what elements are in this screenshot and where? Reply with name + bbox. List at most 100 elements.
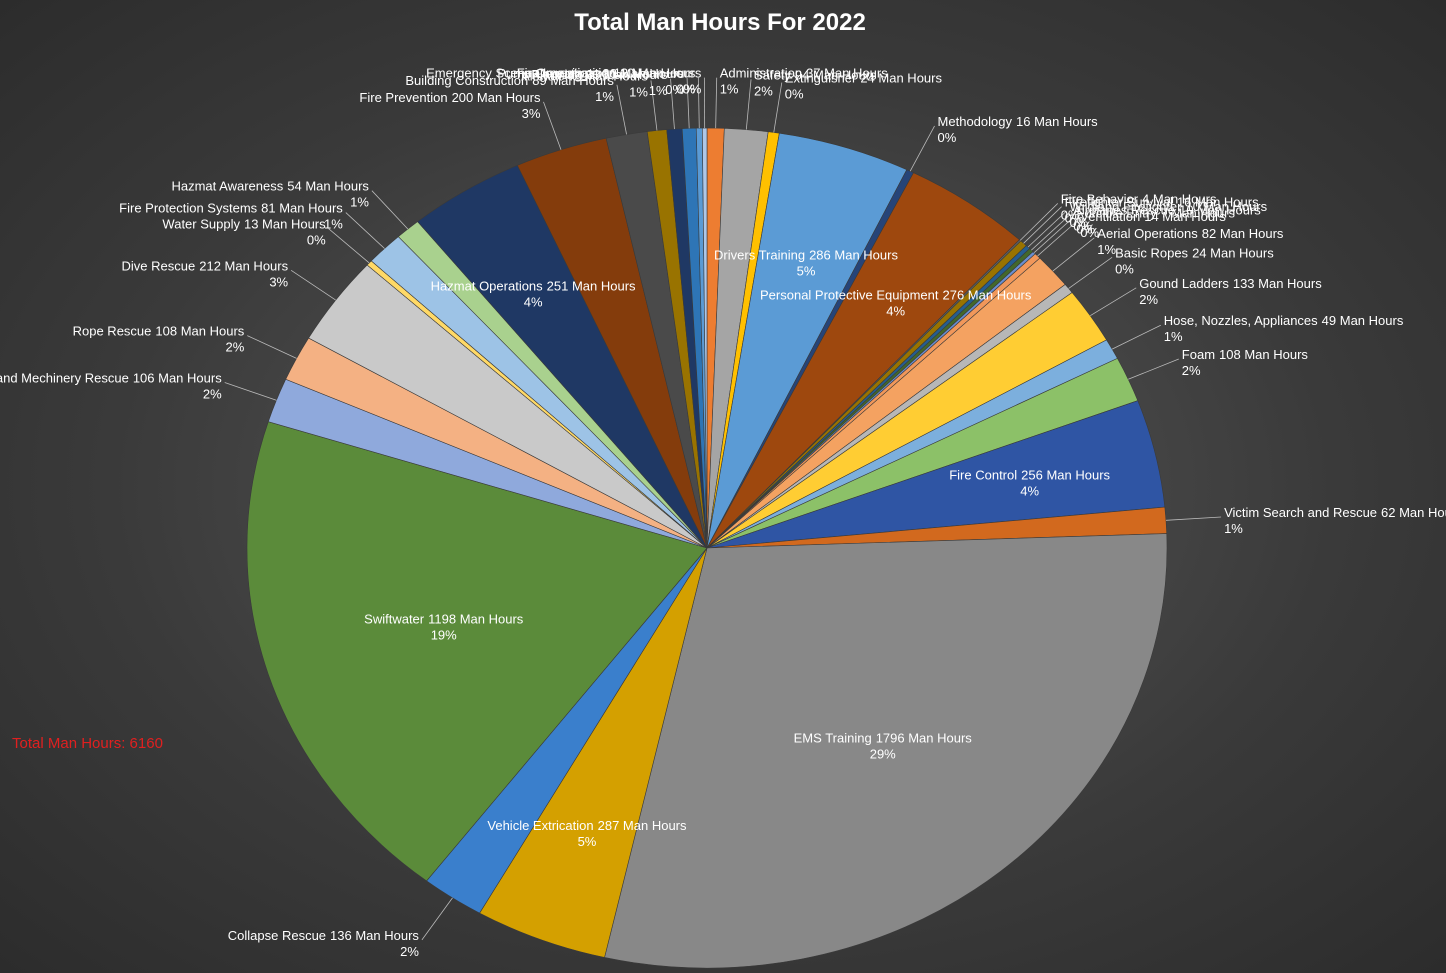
leader-line (1033, 216, 1074, 254)
value-label: 256 Man Hours (1021, 468, 1110, 483)
data-label: Basic Ropes 24 Man Hours 0% (1115, 245, 1274, 276)
percent-label: 1% (629, 84, 648, 99)
category-label: EMS Training (794, 730, 872, 745)
leader-line (543, 101, 562, 150)
category-label: Extinguisher (785, 71, 857, 86)
category-label: Dive Rescue (122, 258, 196, 273)
percent-label: 2% (400, 944, 419, 959)
chart-title: Total Man Hours For 2022 (574, 9, 866, 36)
value-label: 33 Man Hours (586, 67, 668, 82)
data-label: Emergency Scene Organization 13 Man Hours… (426, 66, 696, 97)
data-label: Extinguisher 24 Man Hours 0% (785, 71, 943, 102)
category-label: Building Construction (405, 73, 528, 88)
value-label: 212 Man Hours (199, 258, 288, 273)
leader-line (909, 125, 935, 172)
data-label: Aerial Operations 82 Man Hours 1% (1097, 226, 1284, 257)
category-label: Emergency Scene Organization (426, 66, 610, 81)
percent-label: 0% (677, 82, 696, 97)
data-label: Methodology 16 Man Hours 0% (938, 114, 1099, 145)
category-label: Safety (754, 67, 791, 82)
value-label: 10 Man Hours (1179, 202, 1261, 217)
value-label: 108 Man Hours (1219, 347, 1308, 362)
leader-line (1037, 220, 1078, 257)
data-label: Water Supply 13 Man Hours 0% (162, 217, 326, 248)
data-label: Foam 108 Man Hours 2% (1182, 347, 1309, 378)
value-label: 108 Man Hours (155, 324, 244, 339)
percent-label: 0% (1080, 225, 1099, 240)
data-label: Fire Behavior 4 Man Hours 0% (1061, 191, 1217, 222)
value-label: 24 Man Hours (1192, 245, 1274, 260)
value-label: 7 Man Hours (1161, 205, 1236, 220)
data-label: Drivers Training 286 Man Hours 5% (714, 247, 898, 278)
data-label: Wildland Firefighter 10 Man Hours 0% (1069, 199, 1267, 230)
data-label: Collapse Rescue 136 Man Hours 2% (228, 928, 420, 959)
percent-label: 0% (938, 130, 957, 145)
data-label: Planning 33 Man Hours 1% (531, 67, 668, 98)
percent-label: 1% (649, 83, 668, 98)
leader-line (1019, 203, 1059, 241)
data-label: Fire Protection Systems 81 Man Hours 1% (119, 201, 343, 232)
pie-slice (246, 421, 708, 882)
category-label: Drivers Training (714, 247, 805, 262)
data-label: Dive Rescue 212 Man Hours 3% (122, 258, 289, 289)
leader-line (290, 269, 336, 301)
data-label: Victim Search and Rescue 62 Man Hours 1% (1224, 505, 1446, 536)
leader-line (650, 80, 658, 131)
category-label: Water Supply (162, 217, 240, 232)
category-label: Planning (531, 67, 582, 82)
category-label: Pump Operations (497, 66, 599, 81)
percent-label: 0% (683, 82, 702, 97)
category-label: Vehicle Extrication (487, 818, 593, 833)
value-label: 286 Man Hours (809, 247, 898, 262)
category-label: Fire Protection Systems (119, 201, 257, 216)
data-label: EMS Training 1796 Man Hours 29% (794, 730, 973, 761)
value-label: 37 Man Hours (806, 66, 888, 81)
percent-label: 1% (720, 82, 739, 97)
value-label: 16 Man Hours (1177, 195, 1259, 210)
category-label: Hose, Nozzles, Appliances (1164, 313, 1318, 328)
percent-label: 1% (1097, 242, 1116, 257)
percent-label: 2% (754, 83, 773, 98)
category-label: Victim Search and Rescue (1224, 505, 1377, 520)
category-label: Basic Ropes (1115, 245, 1188, 260)
data-label: Gound Ladders 133 Man Hours 2% (1139, 276, 1322, 307)
leader-line (421, 897, 453, 941)
category-label: Aircraft (521, 68, 563, 83)
value-label: 1198 Man Hours (428, 612, 524, 627)
value-label: 24 Man Hours (860, 71, 942, 86)
percent-label: 2% (1182, 363, 1201, 378)
leader-line (670, 78, 675, 130)
value-label: 133 Man Hours (1233, 276, 1322, 291)
leader-line (745, 79, 752, 130)
data-label: Fire Prevention 200 Man Hours 3% (359, 90, 541, 121)
leader-line (328, 228, 370, 264)
data-label: Forcible Entry 7 Man Hours 0% (1076, 205, 1235, 236)
data-label: Firefighter Survival 16 Man Hours 0% (1065, 195, 1260, 226)
data-label: Building Construction 89 Man Hours 1% (405, 73, 614, 104)
leader-line (686, 77, 690, 129)
category-label: Hazmat Awareness (171, 179, 283, 194)
leader-line (616, 84, 627, 135)
leader-line (1165, 516, 1222, 521)
category-label: Gound Ladders (1139, 276, 1229, 291)
percent-label: 19% (431, 628, 457, 643)
category-label: Swiftwater (364, 612, 425, 627)
category-label: Hazmat Operations (431, 279, 543, 294)
leader-line (1111, 324, 1161, 350)
value-label: 4 Man Hours (1142, 191, 1217, 206)
category-label: Aerial Operations (1097, 226, 1198, 241)
percent-label: 3% (269, 274, 288, 289)
total-annotation: Total Man Hours: 6160 (12, 735, 163, 752)
leader-line (715, 77, 718, 129)
percent-label: 1% (1224, 521, 1243, 536)
percent-label: 2% (1139, 292, 1158, 307)
percent-label: 0% (1076, 221, 1095, 236)
data-label: Swiftwater 1198 Man Hours 19% (364, 612, 524, 643)
value-label: 136 Man Hours (330, 928, 419, 943)
data-label: Rope Rescue 108 Man Hours 2% (73, 324, 245, 355)
value-label: 54 Man Hours (287, 179, 369, 194)
value-label: 13 Man Hours (244, 217, 326, 232)
leader-line (1128, 358, 1179, 380)
value-label: 49 Man Hours (1322, 313, 1404, 328)
